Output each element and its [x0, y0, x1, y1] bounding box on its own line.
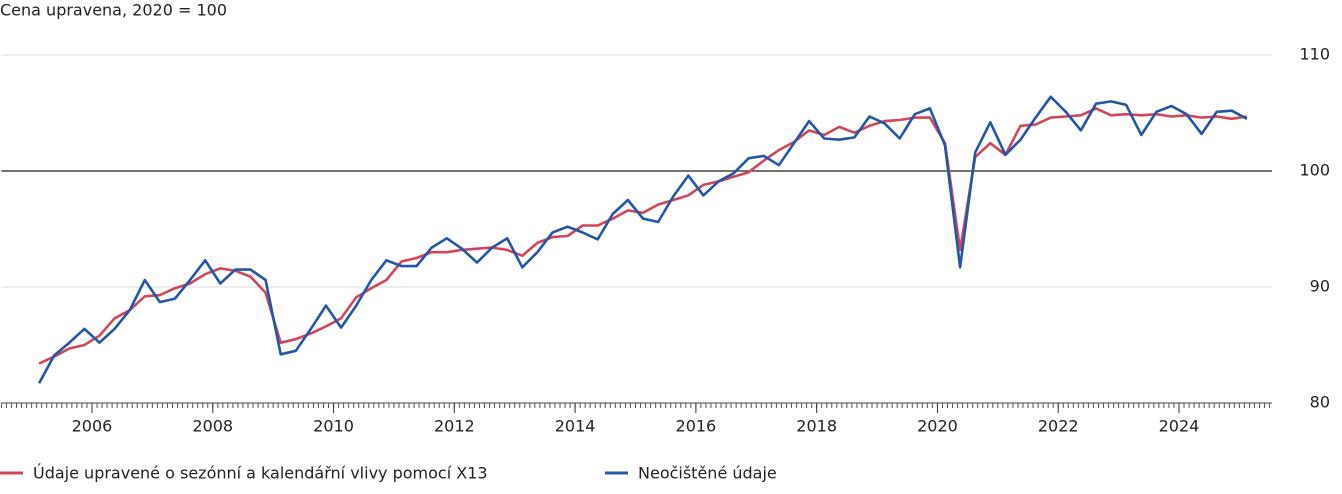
- x-tick-label: 2024: [1159, 417, 1200, 436]
- x-tick-label: 2020: [917, 417, 958, 436]
- legend-label: Neočištěné údaje: [638, 464, 777, 483]
- series-line: [38, 107, 1248, 365]
- series-line: [37, 95, 1248, 384]
- legend-label: Údaje upravené o sezónní a kalendářní vl…: [33, 464, 488, 483]
- chart-title: Cena upravena, 2020 = 100: [0, 1, 227, 20]
- x-tick-label: 2014: [555, 417, 596, 436]
- x-tick-label: 2012: [434, 417, 475, 436]
- y-tick-label: 100: [1299, 161, 1330, 180]
- y-tick-label: 110: [1299, 45, 1330, 64]
- x-tick-label: 2006: [72, 417, 113, 436]
- x-tick-label: 2010: [313, 417, 354, 436]
- x-tick-label: 2016: [676, 417, 717, 436]
- x-tick-label: 2008: [192, 417, 233, 436]
- y-tick-label: 90: [1310, 277, 1330, 296]
- x-tick-label: 2022: [1038, 417, 1079, 436]
- y-tick-label: 80: [1310, 393, 1330, 412]
- x-tick-label: 2018: [796, 417, 837, 436]
